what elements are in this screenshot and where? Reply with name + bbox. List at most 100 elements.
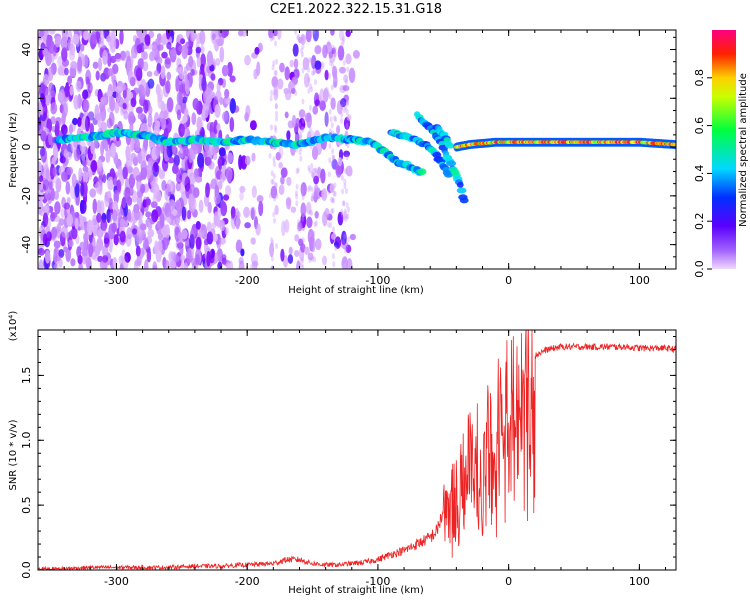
heatmap-cell [345, 30, 351, 38]
heatmap-cell [342, 213, 346, 220]
heatmap-cell [42, 103, 48, 118]
y-tick-label: -20 [20, 187, 33, 205]
heatmap-cell [196, 56, 201, 68]
heatmap-cell [299, 262, 303, 268]
heatmap-cell [133, 87, 139, 96]
heatmap-cell [270, 178, 274, 185]
heatmap-cell [258, 200, 264, 216]
heatmap-cell [195, 46, 202, 54]
heatmap-cell [204, 156, 212, 166]
heatmap-cell [269, 192, 272, 199]
heatmap-cell [270, 237, 274, 244]
heatmap-cell [271, 34, 275, 41]
heatmap-cell [140, 147, 147, 159]
snr-y-ticks: 0.0 0.5 1.0 1.5 [20, 335, 676, 579]
heatmap-cell [310, 196, 314, 202]
heatmap-cell [153, 70, 160, 77]
heatmap-cell [273, 217, 276, 224]
heatmap-cell [110, 142, 116, 159]
heatmap-cell [343, 178, 347, 185]
heatmap-cell [330, 84, 334, 91]
heatmap-cell [277, 78, 284, 90]
heatmap-cell [111, 30, 116, 35]
heatmap-cell [83, 30, 89, 41]
heatmap-cell [313, 256, 316, 263]
heatmap-cell [343, 233, 347, 240]
heatmap-cell [178, 66, 184, 80]
heatmap-cell [343, 183, 347, 190]
heatmap-cell [289, 59, 294, 68]
heatmap-cell [312, 195, 316, 202]
heatmap-cell [286, 176, 292, 186]
heatmap-cell [116, 179, 122, 193]
snr-x-ticks: -300 -200 -100 0 100 [37, 330, 667, 588]
heatmap-cell [121, 196, 127, 209]
heatmap-cell [271, 239, 275, 246]
heatmap-cell [341, 230, 347, 246]
heatmap-cell [227, 152, 234, 164]
heatmap-cell [307, 252, 314, 261]
heatmap-cell [61, 225, 68, 238]
heatmap-cell [253, 68, 258, 80]
heatmap-cell [270, 265, 274, 269]
heatmap-cell [269, 242, 275, 258]
heatmap-cell [137, 112, 145, 120]
heatmap-cell [195, 236, 202, 250]
heatmap-cell [271, 255, 274, 262]
heatmap-cell [38, 247, 45, 256]
heatmap-cell [330, 208, 334, 215]
heatmap-cell [135, 106, 143, 114]
x-tick-label: 100 [629, 274, 650, 287]
heatmap-cell [275, 193, 279, 199]
heatmap-cell [308, 30, 312, 34]
heatmap-cell [299, 36, 303, 43]
heatmap-cell [334, 241, 339, 248]
heatmap-cell [300, 182, 307, 197]
heatmap-cell [119, 82, 126, 92]
heatmap-cell [107, 68, 114, 77]
heatmap-cell [80, 182, 85, 197]
heatmap-cell [106, 35, 112, 43]
heatmap-cell [176, 109, 182, 121]
heatmap-cell [163, 127, 169, 139]
heatmap-cell [45, 168, 50, 181]
heatmap-cell [324, 111, 329, 127]
heatmap-cell [331, 253, 335, 260]
heatmap-cell [340, 117, 343, 124]
heatmap-cell [38, 175, 44, 182]
spectrogram-y-ticks: -40 -20 0 20 40 [20, 36, 676, 270]
heatmap-cell [244, 54, 251, 66]
heatmap-cell [108, 197, 113, 210]
heatmap-cell [48, 131, 53, 146]
heatmap-cell [276, 30, 282, 40]
heatmap-cell [112, 209, 118, 222]
heatmap-cell [301, 257, 305, 264]
heatmap-cell [330, 30, 335, 36]
heatmap-cell [152, 264, 158, 269]
heatmap-cell [136, 235, 143, 244]
heatmap-cell [444, 171, 453, 178]
heatmap-cell [75, 80, 82, 91]
heatmap-cell [54, 255, 61, 262]
heatmap-cell [295, 183, 299, 190]
heatmap-cell [340, 208, 344, 215]
heatmap-cell [240, 248, 245, 257]
heatmap-cell [82, 89, 89, 100]
heatmap-cell [309, 209, 312, 215]
heatmap-cell [107, 176, 115, 191]
heatmap-cell [297, 221, 303, 232]
heatmap-cell [293, 249, 300, 258]
heatmap-cell [216, 123, 221, 132]
heatmap-cell [274, 182, 278, 189]
heatmap-cell [130, 45, 138, 59]
heatmap-cell [83, 54, 89, 69]
heatmap-cell [54, 36, 61, 48]
heatmap-cell [330, 196, 333, 203]
figure-title: C2E1.2022.322.15.31.G18 [270, 2, 442, 17]
heatmap-cell [331, 197, 335, 204]
heatmap-cell [170, 199, 176, 209]
heatmap-cell [219, 237, 226, 245]
heatmap-cell [308, 167, 312, 174]
heatmap-cell [68, 124, 74, 135]
heatmap-cell [309, 83, 312, 90]
